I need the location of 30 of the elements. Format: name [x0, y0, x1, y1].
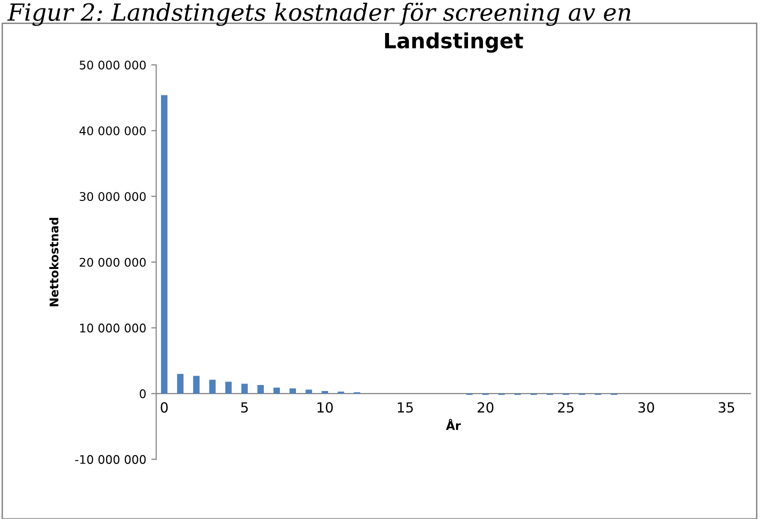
text: Figur 2: Landstingets kostnader för screening av en [7, 2, 630, 26]
bar [209, 380, 216, 394]
chart-title: Landstinget [385, 32, 524, 53]
x-tick-label: 30 [638, 402, 654, 413]
x-tick-label: 10 [318, 402, 333, 413]
bar [273, 388, 280, 394]
y-tick-label: -10 000 000 [75, 455, 146, 464]
bar [161, 95, 168, 394]
x-tick-label: 35 [718, 402, 734, 413]
y-tick-label: 40 000 000 [79, 126, 146, 136]
y-tick-label: 20 000 000 [80, 258, 146, 267]
bar [225, 382, 232, 394]
bar [290, 388, 296, 394]
x-tick-label: 25 [558, 402, 574, 413]
bar [322, 390, 328, 394]
bar [306, 390, 312, 394]
y-tick-label: 0 [140, 389, 146, 398]
bar [193, 376, 200, 394]
y-axis-title: Nettokostnad [49, 218, 58, 306]
x-tick-label: 15 [398, 402, 413, 413]
x-tick-label: 0 [160, 402, 168, 413]
bar [177, 374, 184, 394]
bar [257, 385, 264, 394]
y-tick-label: 50 000 000 [80, 60, 146, 70]
x-tick-label: 5 [241, 402, 248, 413]
x-axis-title: År [446, 418, 461, 430]
bar [241, 384, 248, 394]
y-tick-label: 10 000 000 [80, 324, 146, 332]
x-tick-label: 20 [478, 402, 494, 413]
y-tick-label: 30 000 000 [80, 192, 146, 202]
